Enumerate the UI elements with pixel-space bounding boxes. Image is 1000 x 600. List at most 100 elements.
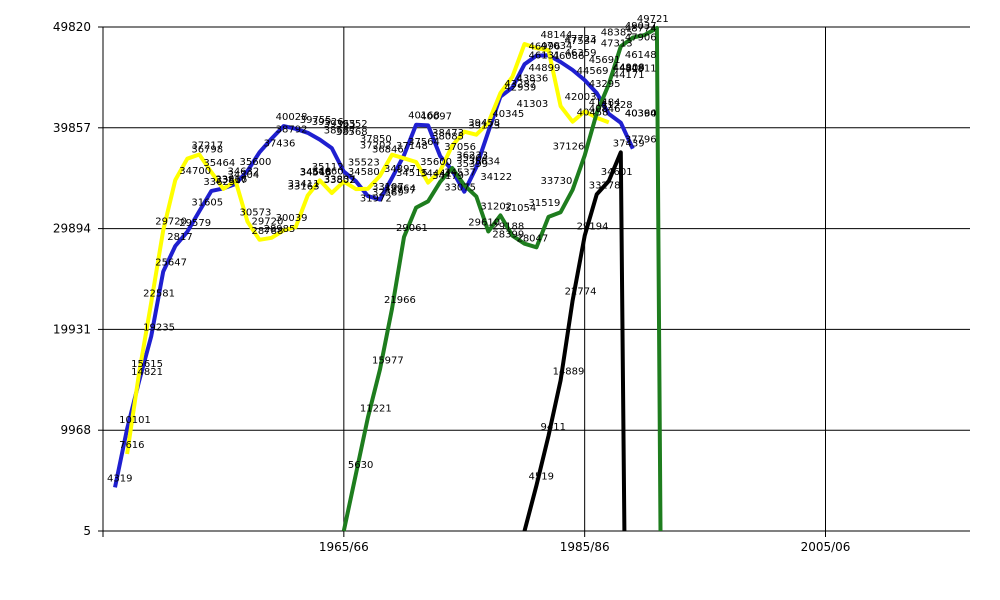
data-label: 34601 <box>601 167 633 178</box>
x-tick-label: 2005/06 <box>801 540 851 554</box>
data-label: 5630 <box>348 460 373 471</box>
data-label: 35964 <box>456 153 488 164</box>
data-label: 38568 <box>336 127 368 138</box>
y-tick-label: 39857 <box>53 121 91 135</box>
data-label: 31972 <box>360 194 392 205</box>
data-label: 33866 <box>215 174 247 185</box>
data-label: 15615 <box>131 359 163 370</box>
data-label: 34537 <box>444 168 476 179</box>
data-label: 34632 <box>227 167 259 178</box>
data-label: 33075 <box>444 182 476 193</box>
data-label: 37056 <box>444 142 476 153</box>
data-label: 33802 <box>324 175 356 186</box>
data-label: 32757 <box>384 186 416 197</box>
data-label: 48144 <box>541 30 573 41</box>
data-label: 37436 <box>264 138 296 149</box>
series-group <box>113 26 663 532</box>
data-label: 28985 <box>264 224 296 235</box>
data-label: 39352 <box>336 119 368 130</box>
data-label: 46131 <box>529 50 561 61</box>
data-label: 34580 <box>348 167 380 178</box>
data-label: 41303 <box>516 99 548 110</box>
data-label: 34441 <box>420 169 452 180</box>
data-label: 14821 <box>131 367 163 378</box>
data-label: 34660 <box>312 166 344 177</box>
data-label: 44569 <box>577 66 609 77</box>
data-label: 34897 <box>384 164 416 175</box>
data-label: 28399 <box>492 230 524 241</box>
data-label: 47723 <box>565 34 597 45</box>
data-label: 35634 <box>468 157 500 168</box>
data-label: 35523 <box>348 158 380 169</box>
data-label: 29188 <box>492 222 524 233</box>
data-label: 35399 <box>456 159 488 170</box>
data-label: 43287 <box>504 79 536 90</box>
data-label: 32589 <box>372 187 404 198</box>
data-label: 33163 <box>288 182 320 193</box>
y-tick-label: 9968 <box>60 423 91 437</box>
series-line-1 <box>113 53 635 488</box>
data-label: 38085 <box>432 132 464 143</box>
data-label: 4519 <box>529 471 554 482</box>
data-label: 38792 <box>276 125 308 136</box>
y-tick-label: 5 <box>83 524 91 538</box>
data-label: 2817 <box>167 232 192 243</box>
data-label: 31605 <box>191 197 223 208</box>
data-label: 37202 <box>360 141 392 152</box>
data-label: 34618 <box>300 167 332 178</box>
data-label: 47313 <box>601 38 633 49</box>
data-label: 34179 <box>432 171 464 182</box>
data-label: 29061 <box>396 223 428 234</box>
data-label: 35600 <box>420 157 452 168</box>
data-label: 43836 <box>516 74 548 85</box>
data-label: 35464 <box>203 158 235 169</box>
data-label: 28788 <box>252 226 284 237</box>
data-label: 30039 <box>276 213 308 224</box>
data-label: 33730 <box>541 176 573 187</box>
data-label: 44171 <box>613 70 645 81</box>
data-label: 46996 <box>529 42 561 53</box>
data-label: 48774 <box>625 24 657 35</box>
data-label: 36798 <box>191 145 223 156</box>
data-label: 40364 <box>625 109 657 120</box>
data-label: 37439 <box>613 138 645 149</box>
data-label: 34304 <box>227 170 259 181</box>
data-label: 4319 <box>107 473 132 484</box>
data-label: 37564 <box>408 137 440 148</box>
data-label: 38687 <box>324 126 356 137</box>
data-label: 36846 <box>372 144 404 155</box>
data-label: 34548 <box>300 168 332 179</box>
data-label: 31054 <box>504 203 536 214</box>
data-label: 11221 <box>360 404 392 415</box>
data-label: 44908 <box>613 63 645 74</box>
data-label: 41484 <box>589 97 621 108</box>
data-label: 36233 <box>456 150 488 161</box>
data-label: 9411 <box>541 422 566 433</box>
data-label: 49037 <box>625 21 657 32</box>
data-label: 33817 <box>215 175 247 186</box>
data-label: 40168 <box>408 111 440 122</box>
series-line-3 <box>341 26 663 532</box>
data-label: 49721 <box>637 14 669 25</box>
data-label: 39365 <box>324 119 356 130</box>
data-label: 33625 <box>203 177 235 188</box>
data-label: 40846 <box>589 104 621 115</box>
data-label: 39173 <box>468 121 500 132</box>
data-label: 41228 <box>601 100 633 111</box>
data-label: 40458 <box>577 108 609 119</box>
series-line-2 <box>125 42 610 455</box>
data-label: 39755 <box>300 115 332 126</box>
data-label: 29579 <box>179 218 211 229</box>
series-line-4 <box>522 150 627 532</box>
data-label: 33411 <box>288 179 320 190</box>
data-label: 44809 <box>613 64 645 75</box>
data-label: 31202 <box>480 201 512 212</box>
x-tick-label: 1965/66 <box>319 540 369 554</box>
y-tick-label: 29894 <box>53 222 91 236</box>
y-tick-label: 19931 <box>53 322 91 336</box>
data-label: 47034 <box>541 41 573 52</box>
data-label: 30573 <box>240 208 272 219</box>
data-label: 46148 <box>625 50 657 61</box>
